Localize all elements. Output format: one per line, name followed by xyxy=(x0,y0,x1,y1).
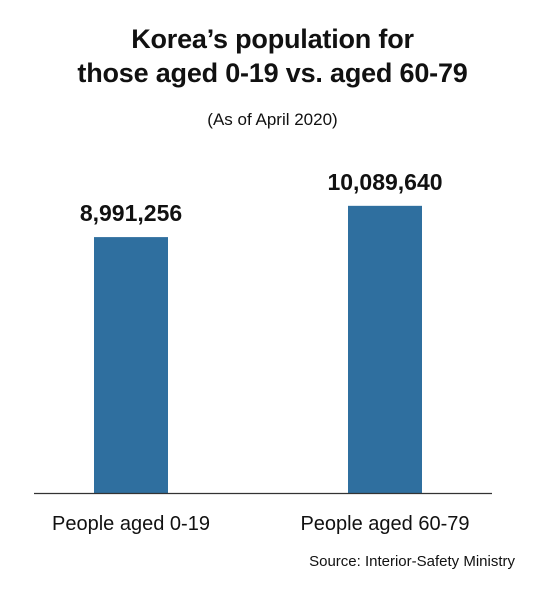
chart-title-line-2: those aged 0-19 vs. aged 60-79 xyxy=(77,58,468,88)
chart-title-line-1: Korea’s population for xyxy=(131,24,414,54)
category-label-1: People aged 0-19 xyxy=(52,513,210,535)
bar-2 xyxy=(348,205,422,494)
bar-1 xyxy=(94,237,168,493)
value-labels-group: 8,991,256 10,089,640 xyxy=(80,169,443,226)
value-label-1: 8,991,256 xyxy=(80,200,182,226)
source-note: Source: Interior-Safety Ministry xyxy=(309,553,515,570)
category-labels-group: People aged 0-19 People aged 60-79 xyxy=(52,513,469,535)
bars-group xyxy=(94,205,422,494)
category-label-2: People aged 60-79 xyxy=(300,513,469,535)
chart-subtitle: (As of April 2020) xyxy=(207,110,338,129)
value-label-2: 10,089,640 xyxy=(327,169,442,195)
